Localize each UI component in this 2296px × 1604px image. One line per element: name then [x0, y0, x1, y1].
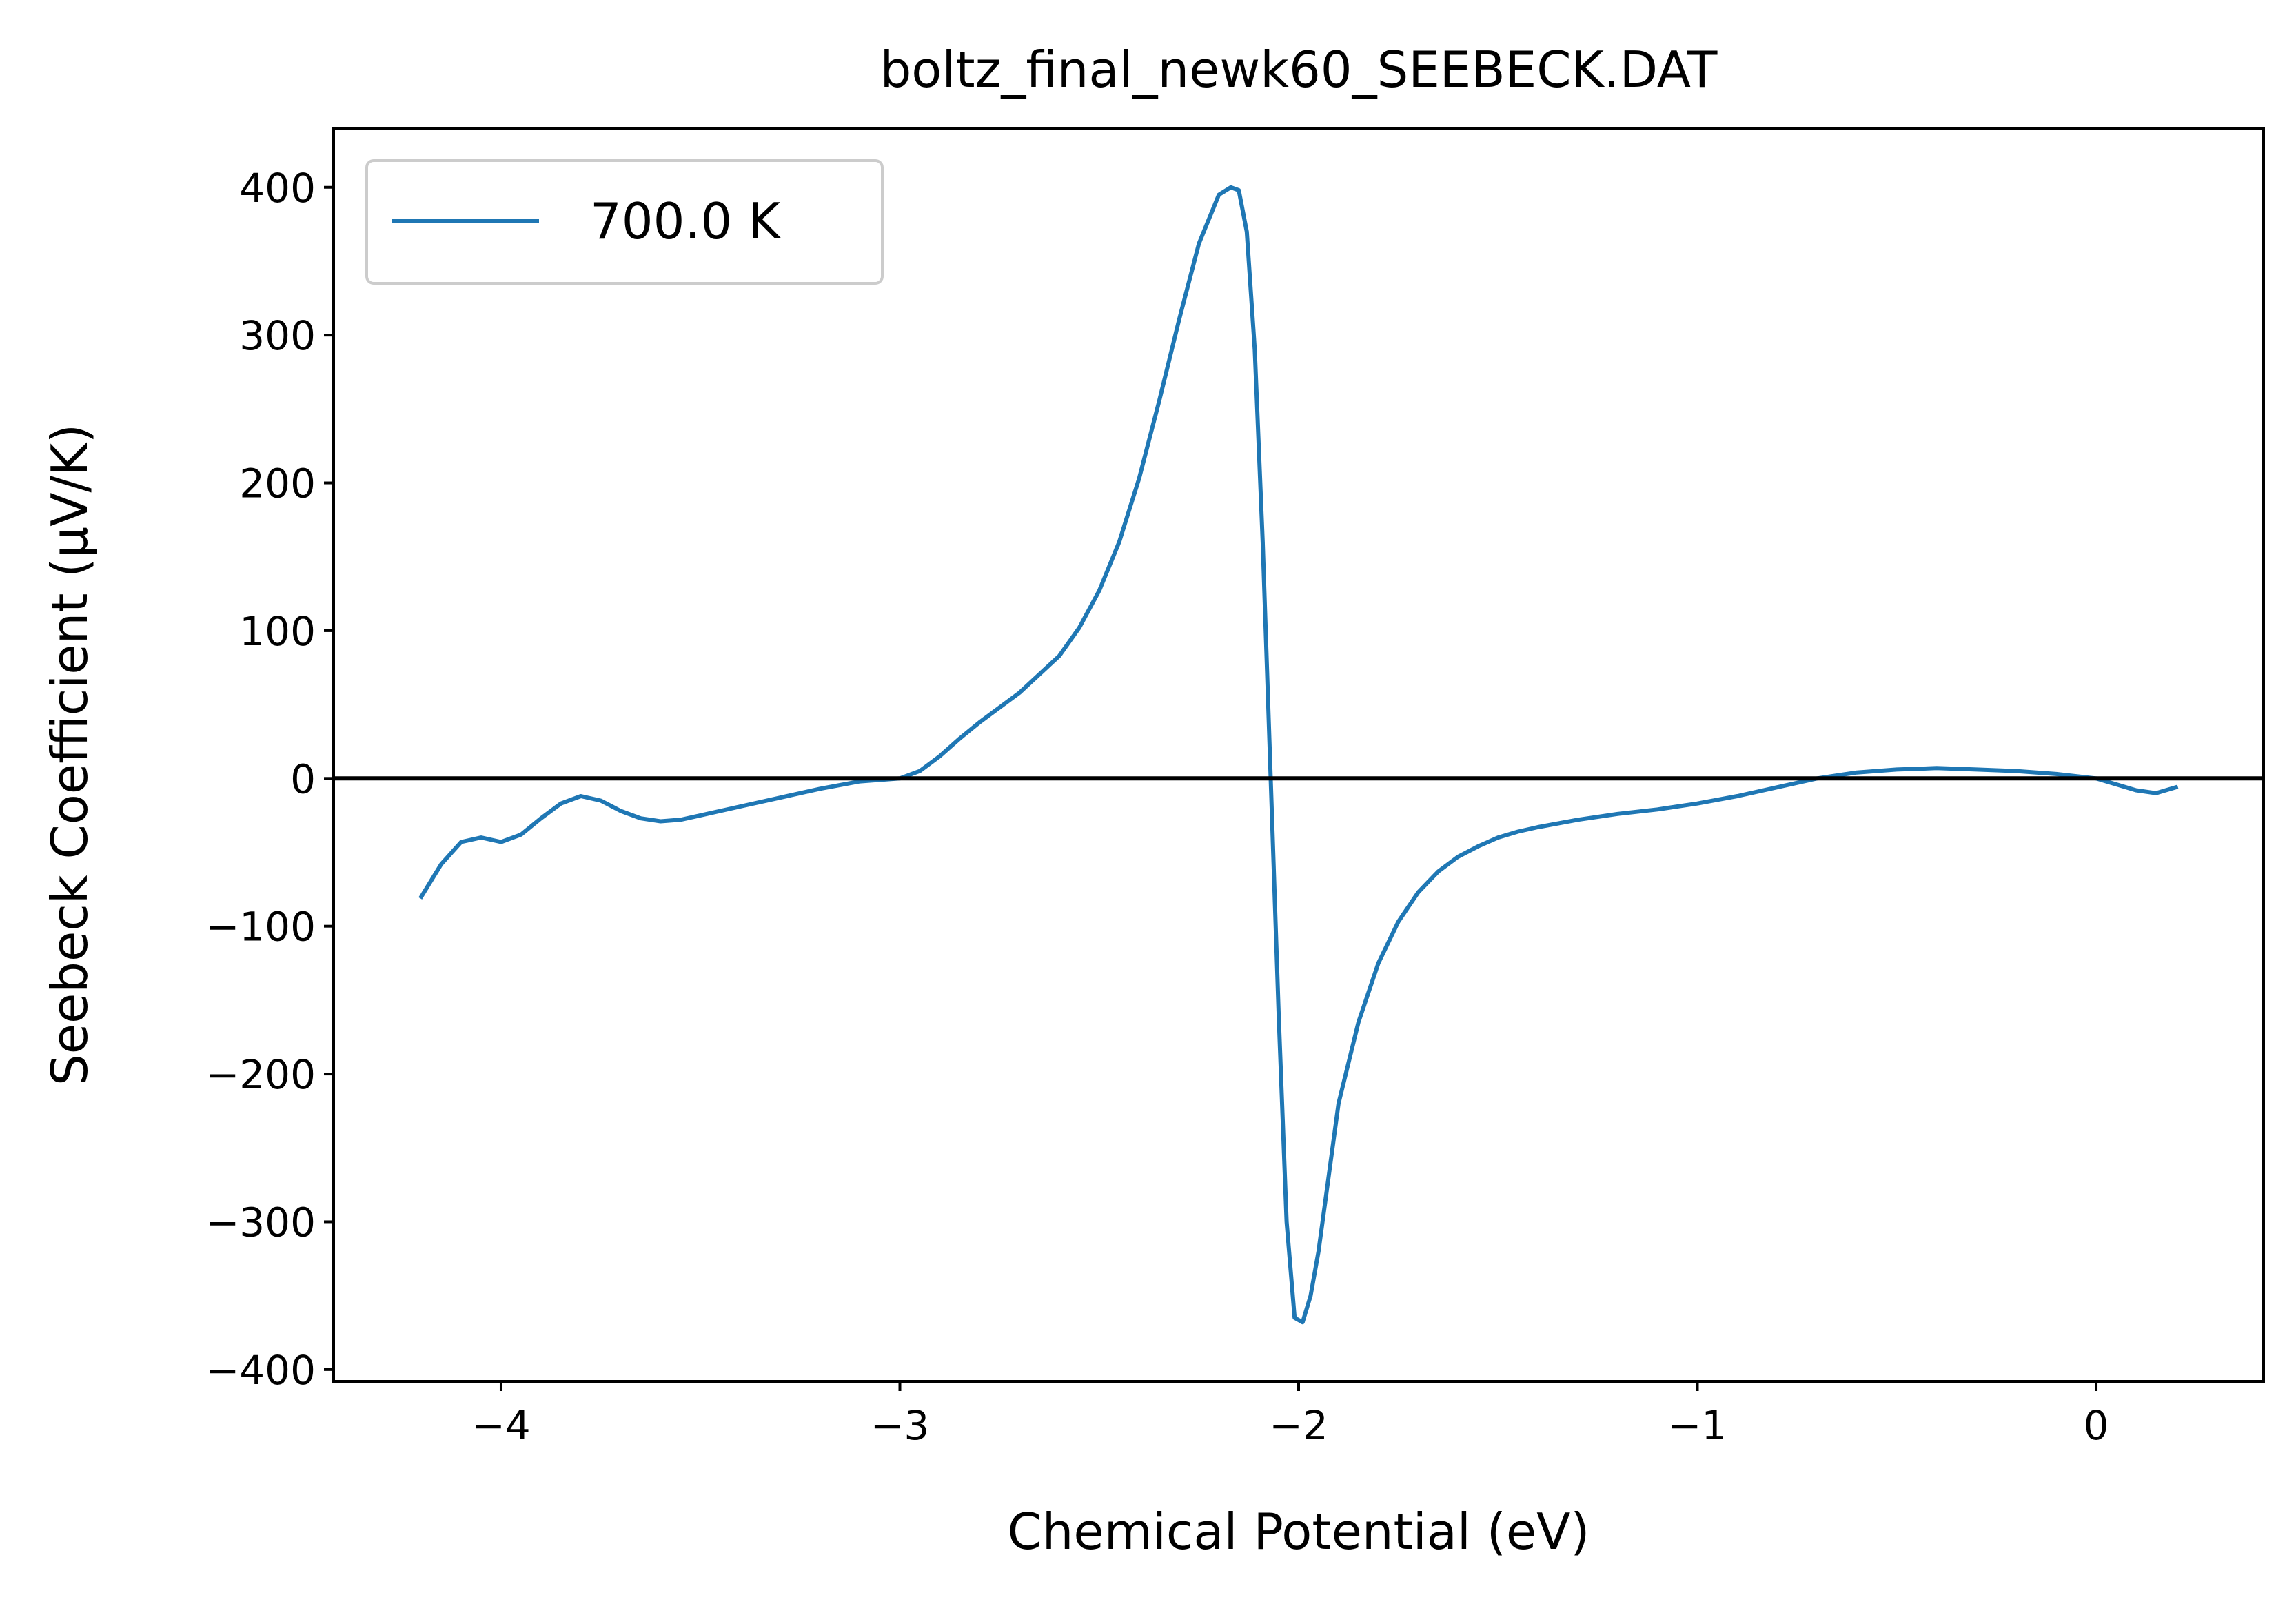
x-tick-label: −3	[871, 1402, 930, 1449]
legend: 700.0 K	[365, 159, 884, 285]
x-axis-ticks: −4 −3 −2 −1 0	[471, 1381, 2109, 1449]
y-tick-label: 300	[239, 312, 316, 359]
y-axis-title: Seebeck Coefficient (μV/K)	[41, 424, 99, 1086]
y-tick-label: −200	[206, 1051, 316, 1098]
chart-title: boltz_final_newk60_SEEBECK.DAT	[880, 41, 1718, 99]
x-axis-title: Chemical Potential (eV)	[1008, 1503, 1590, 1561]
series-line-0	[418, 185, 2179, 1325]
x-tick-label: −4	[471, 1402, 531, 1449]
x-tick-label: −1	[1668, 1402, 1727, 1449]
legend-box	[365, 159, 884, 285]
y-axis-ticks: −400 −300 −200 −100 0 100 200 300 400	[206, 165, 334, 1394]
y-tick-label: 100	[239, 608, 316, 655]
legend-label: 700.0 K	[590, 192, 782, 250]
x-tick-label: 0	[2084, 1402, 2109, 1449]
x-tick-label: −2	[1269, 1402, 1328, 1449]
plot-frame	[332, 127, 2265, 1383]
y-tick-label: 200	[239, 460, 316, 507]
y-tick-label: 0	[290, 755, 316, 802]
y-tick-label: 400	[239, 165, 316, 212]
y-tick-label: −100	[206, 904, 316, 951]
y-tick-label: −300	[206, 1199, 316, 1246]
plot-area	[334, 185, 2264, 1325]
y-tick-label: −400	[206, 1347, 316, 1394]
